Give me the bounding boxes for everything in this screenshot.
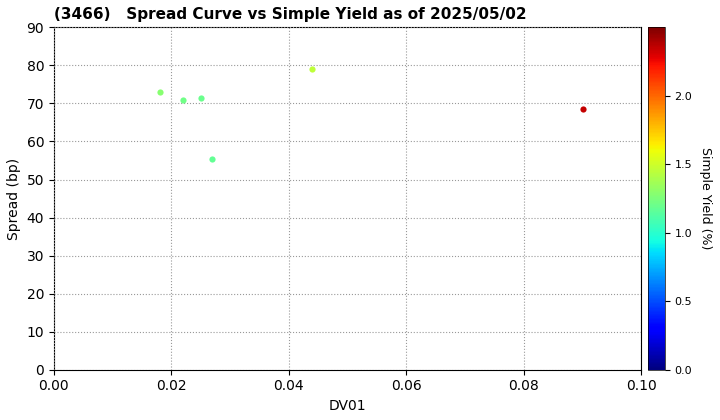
Point xyxy=(307,66,318,73)
Point xyxy=(207,155,218,162)
Y-axis label: Spread (bp): Spread (bp) xyxy=(7,158,21,239)
Point xyxy=(577,106,588,113)
Point xyxy=(195,94,207,101)
Point xyxy=(177,96,189,103)
Point xyxy=(154,89,166,95)
X-axis label: DV01: DV01 xyxy=(329,399,366,413)
Y-axis label: Simple Yield (%): Simple Yield (%) xyxy=(698,147,711,250)
Text: (3466)   Spread Curve vs Simple Yield as of 2025/05/02: (3466) Spread Curve vs Simple Yield as o… xyxy=(54,7,526,22)
